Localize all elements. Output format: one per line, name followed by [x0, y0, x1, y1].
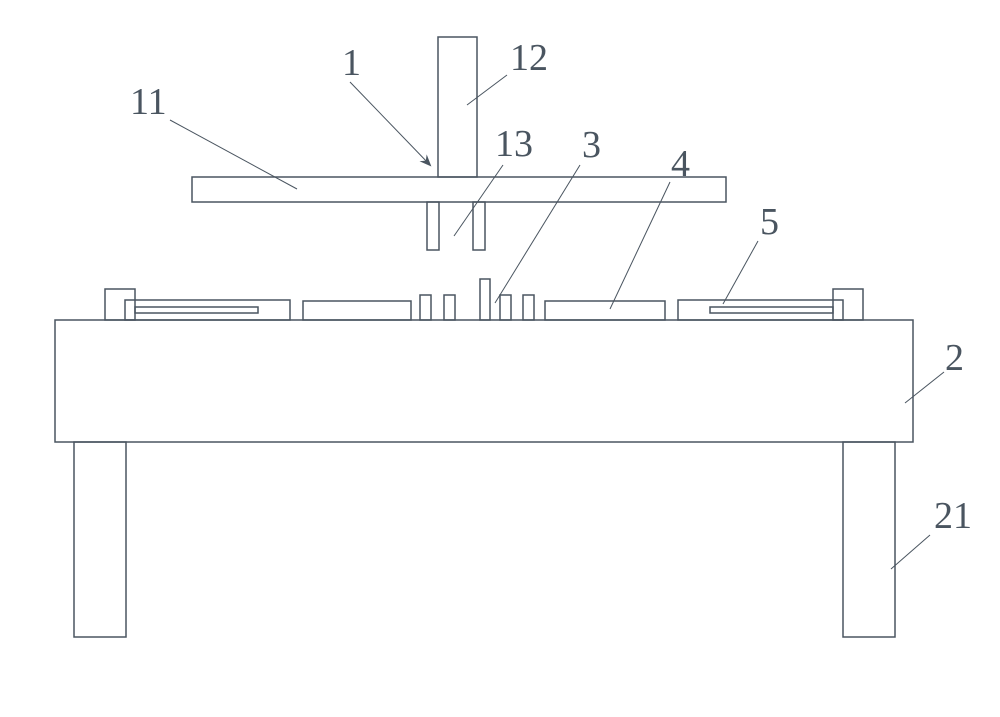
label-1: 1	[342, 42, 361, 84]
label-4: 4	[671, 143, 690, 185]
label-12: 12	[510, 37, 548, 79]
label-21: 21	[934, 495, 972, 537]
label-11: 11	[130, 81, 167, 123]
label-2: 2	[945, 337, 964, 379]
label-13: 13	[495, 123, 533, 165]
label-3: 3	[582, 124, 601, 166]
label-5: 5	[760, 201, 779, 243]
